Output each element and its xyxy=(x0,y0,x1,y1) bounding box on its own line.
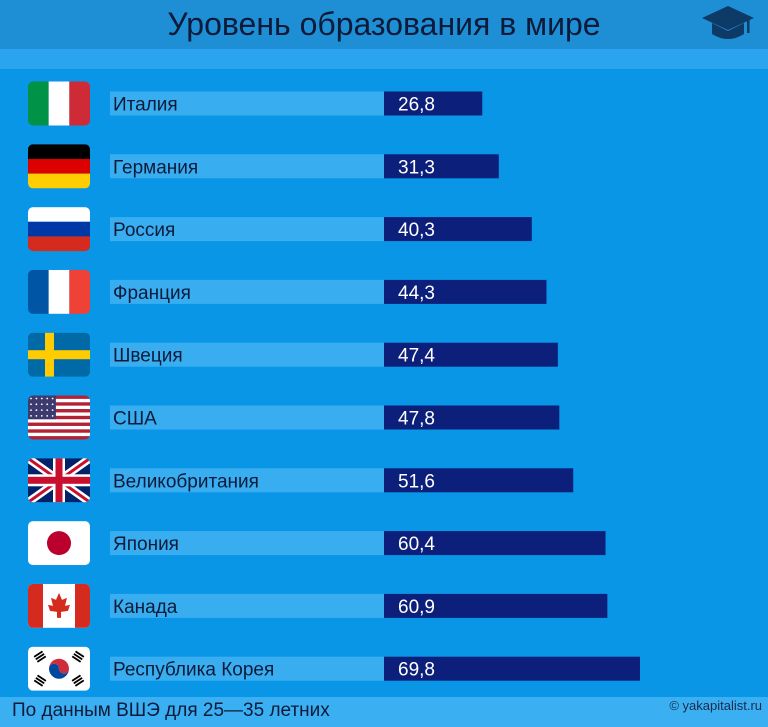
value-label: 47,8 xyxy=(398,409,435,430)
sweden-flag-icon xyxy=(28,332,90,377)
chart-row: Великобритания 51,6 xyxy=(28,458,574,503)
bar xyxy=(384,154,499,179)
category-label: Франция xyxy=(113,283,191,304)
category-band xyxy=(110,531,384,556)
category-band xyxy=(110,217,384,242)
category-band xyxy=(110,91,384,116)
france-flag-icon xyxy=(28,269,90,314)
chart-row: Швеция 47,4 xyxy=(28,332,558,377)
category-band xyxy=(110,593,384,618)
chart-row: Канада 60,9 xyxy=(28,583,608,628)
japan-flag-icon xyxy=(28,521,90,566)
uk-flag-icon xyxy=(28,458,90,503)
chart-row: Франция 44,3 xyxy=(28,269,547,314)
value-label: 60,9 xyxy=(398,597,435,618)
source-note: По данным ВШЭ для 25—35 летних xyxy=(12,700,330,721)
footer-bar xyxy=(0,697,768,727)
category-band xyxy=(110,279,384,304)
bar xyxy=(384,531,606,556)
category-label: Россия xyxy=(113,220,175,241)
bar xyxy=(384,656,640,681)
category-label: Канада xyxy=(113,597,178,618)
category-label: США xyxy=(113,409,157,430)
category-band xyxy=(110,342,384,367)
header-bar xyxy=(0,0,768,49)
chart-row: Италия 26,8 xyxy=(28,81,483,126)
category-label: Германия xyxy=(113,157,198,178)
value-label: 26,8 xyxy=(398,95,435,116)
subheader-band xyxy=(0,49,768,69)
category-label: Республика Корея xyxy=(113,660,274,681)
bar xyxy=(384,405,560,430)
bar xyxy=(384,279,547,304)
south-korea-flag-icon xyxy=(28,646,90,691)
chart-title: Уровень образования в мире xyxy=(167,6,601,42)
bar xyxy=(384,342,558,367)
russia-flag-icon xyxy=(28,207,90,252)
bar xyxy=(384,593,608,618)
category-band xyxy=(110,154,384,179)
usa-flag-icon xyxy=(28,395,90,440)
category-label: Япония xyxy=(113,534,179,555)
chart-row: Россия 40,3 xyxy=(28,207,532,252)
bar xyxy=(384,468,574,493)
value-label: 60,4 xyxy=(398,534,435,555)
category-label: Великобритания xyxy=(113,471,259,492)
bar-chart: Италия 26,8 Германия 31,3 Россия 40,3 Франция 4… xyxy=(28,81,640,691)
graduation-cap-icon xyxy=(702,6,754,39)
bar xyxy=(384,91,483,116)
italy-flag-icon xyxy=(28,81,90,126)
category-band xyxy=(110,656,384,681)
value-label: 69,8 xyxy=(398,660,435,681)
category-band xyxy=(110,405,384,430)
canada-flag-icon xyxy=(28,583,90,628)
value-label: 40,3 xyxy=(398,220,435,241)
category-label: Швеция xyxy=(113,346,183,367)
value-label: 44,3 xyxy=(398,283,435,304)
category-label: Италия xyxy=(113,95,178,116)
value-label: 51,6 xyxy=(398,471,435,492)
chart-row: Германия 31,3 xyxy=(28,144,499,189)
copyright-note: © yakapitalist.ru xyxy=(669,698,762,713)
value-label: 31,3 xyxy=(398,157,435,178)
value-label: 47,4 xyxy=(398,346,435,367)
bar xyxy=(384,217,532,242)
category-band xyxy=(110,468,384,493)
chart-row: Республика Корея 69,8 xyxy=(28,646,640,691)
chart-row: США 47,8 xyxy=(28,395,560,440)
chart-row: Япония 60,4 xyxy=(28,521,606,566)
germany-flag-icon xyxy=(28,144,90,189)
